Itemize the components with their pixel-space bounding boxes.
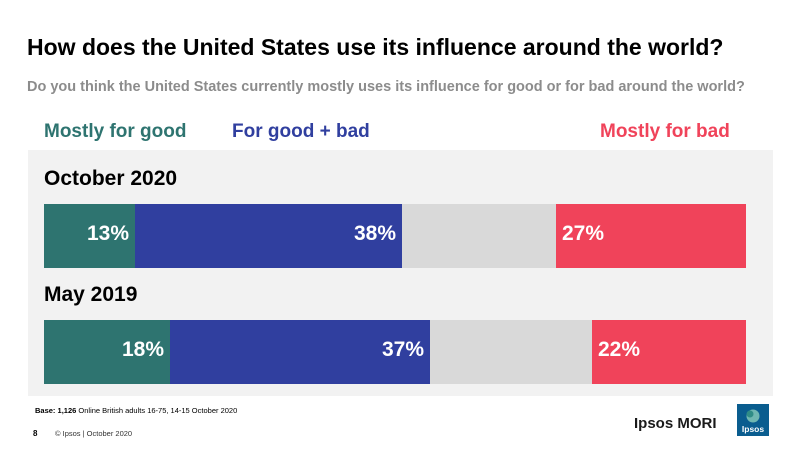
- page-subtitle: Do you think the United States currently…: [27, 79, 745, 95]
- bar-segment-remainder-october-2020: [402, 204, 556, 268]
- ipsos-logo-icon: Ipsos: [737, 404, 769, 436]
- bar-segment-for-good-bad-october-2020: 38%: [135, 204, 402, 268]
- bar-segment-mostly-for-good-may-2019: 18%: [44, 320, 170, 384]
- data-label: 13%: [86, 222, 129, 245]
- page-title: How does the United States use its influ…: [27, 34, 724, 60]
- bar-segment-mostly-for-good-october-2020: 13%: [44, 204, 135, 268]
- data-label: 37%: [381, 338, 424, 361]
- data-label: 38%: [353, 222, 396, 245]
- bar-segment-mostly-for-bad-october-2020: 27%: [556, 204, 746, 268]
- period-label-may-2019: May 2019: [44, 283, 138, 306]
- base-note: Base: 1,126 Online British adults 16-75,…: [35, 406, 238, 415]
- copyright-text: © Ipsos | October 2020: [55, 429, 133, 438]
- stacked-bar-may-2019: 18% 37% 22%: [44, 320, 746, 384]
- legend-mostly-bad: Mostly for bad: [600, 121, 730, 142]
- period-label-october-2020: October 2020: [44, 167, 178, 190]
- legend-good-bad: For good + bad: [232, 121, 370, 142]
- data-label: 27%: [562, 222, 605, 245]
- bar-segment-remainder-may-2019: [430, 320, 592, 384]
- brand-name: Ipsos MORI: [634, 415, 717, 432]
- bar-segment-mostly-for-bad-may-2019: 22%: [592, 320, 746, 384]
- svg-text:Ipsos: Ipsos: [742, 424, 764, 434]
- data-label: 18%: [121, 338, 164, 361]
- legend-mostly-good: Mostly for good: [44, 121, 187, 142]
- stacked-bar-october-2020: 13% 38% 27%: [44, 204, 746, 268]
- data-label: 22%: [598, 338, 641, 361]
- page-number: 8: [33, 429, 38, 438]
- bar-segment-for-good-bad-may-2019: 37%: [170, 320, 430, 384]
